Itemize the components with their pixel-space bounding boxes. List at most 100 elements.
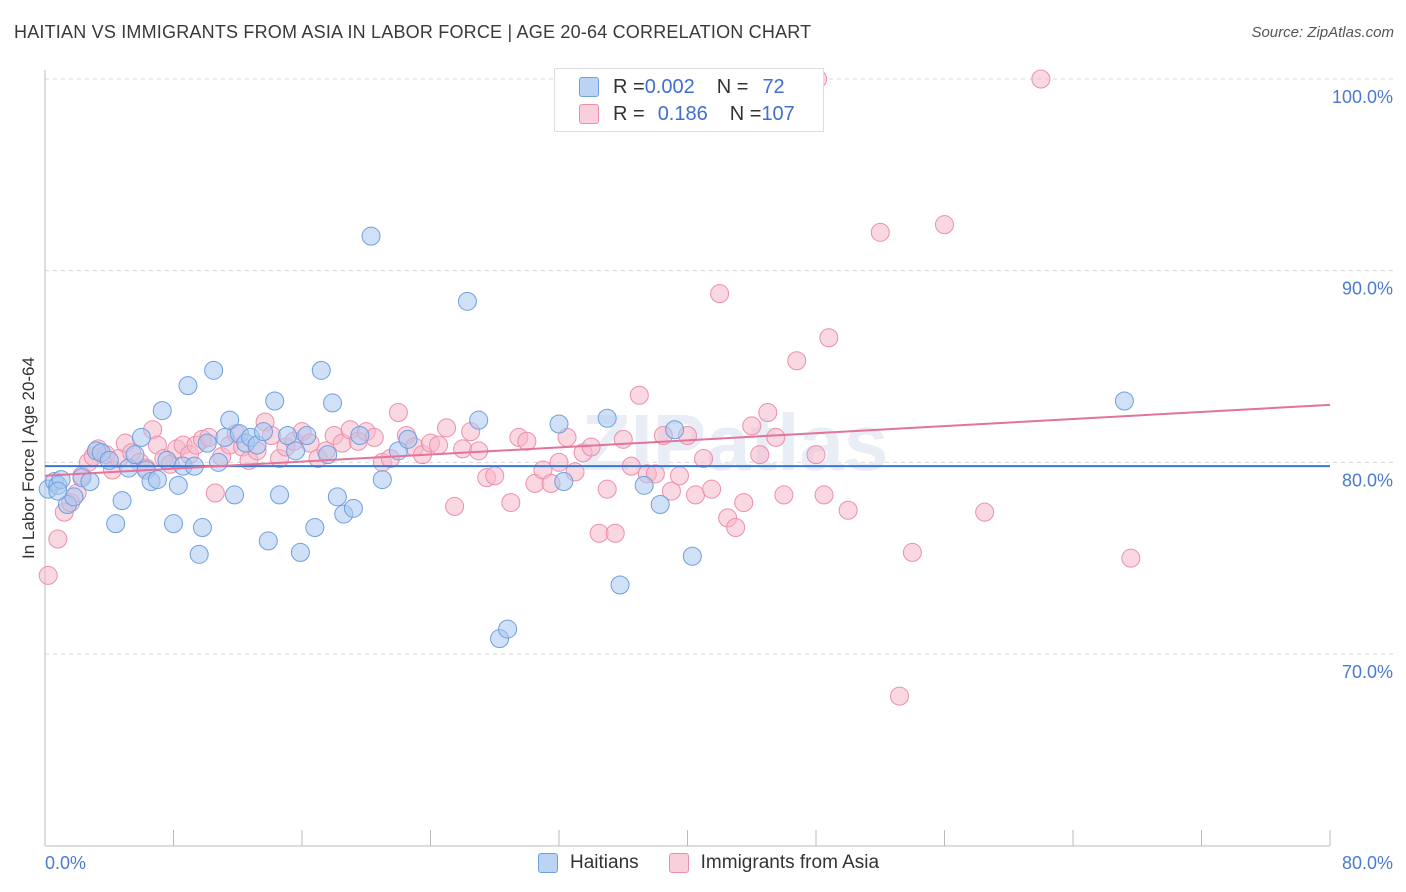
data-point	[902, 542, 922, 562]
data-point	[361, 226, 381, 246]
data-point	[935, 215, 954, 235]
data-point	[265, 391, 285, 411]
trend-lines	[44, 403, 1331, 477]
data-point	[197, 433, 217, 453]
data-point	[445, 496, 465, 516]
data-point	[388, 403, 408, 422]
data-point	[710, 284, 730, 304]
data-point	[311, 360, 331, 380]
data-point	[549, 414, 569, 434]
data-point	[650, 495, 670, 514]
data-point	[517, 431, 537, 451]
series-legend: Haitians Immigrants from Asia	[538, 852, 909, 874]
data-point	[554, 472, 574, 491]
chart-title: HAITIAN VS IMMIGRANTS FROM ASIA IN LABOR…	[14, 22, 812, 42]
data-point	[48, 529, 68, 549]
data-point	[64, 487, 84, 507]
data-point	[437, 418, 457, 438]
axes	[44, 70, 1331, 847]
data-point	[208, 452, 228, 472]
data-point	[890, 686, 910, 706]
data-point	[758, 403, 778, 422]
x-tick-label: 0.0%	[45, 853, 86, 873]
data-point	[112, 491, 132, 511]
data-point	[975, 502, 995, 522]
legend-swatch-haitians	[538, 853, 558, 873]
data-point	[327, 487, 347, 507]
x-tick-labels: 0.0% 80.0%	[45, 853, 1393, 873]
data-point	[766, 427, 786, 447]
data-point	[147, 470, 167, 490]
data-point	[669, 466, 689, 486]
legend-swatch-asia	[668, 853, 689, 873]
n-label: N =	[716, 75, 749, 98]
data-point	[398, 429, 418, 449]
data-point	[457, 291, 477, 311]
data-point	[323, 393, 343, 413]
trend-line	[44, 403, 1331, 477]
r-value: 0.002	[644, 75, 695, 98]
y-tick-labels: 70.0% 80.0% 90.0% 100.0%	[1332, 87, 1393, 682]
data-point	[485, 466, 505, 486]
data-point	[220, 410, 240, 430]
legend-swatch-asia	[579, 104, 599, 124]
stats-legend: R = 0.002 N = 72 R = 0.186 N = 107	[554, 68, 824, 132]
data-point	[750, 445, 770, 465]
y-tick-label: 80.0%	[1342, 470, 1393, 490]
data-point	[469, 410, 489, 430]
data-point	[819, 328, 839, 348]
data-point	[225, 485, 245, 505]
data-point	[152, 401, 172, 421]
data-point	[686, 485, 706, 505]
legend-label-haitians: Haitians	[570, 852, 639, 873]
data-point	[168, 475, 188, 495]
data-point	[581, 437, 601, 457]
r-label: R =	[613, 75, 645, 98]
y-tick-label: 70.0%	[1342, 662, 1393, 682]
data-point	[613, 429, 633, 449]
x-tick-label: 80.0%	[1342, 853, 1393, 873]
legend-item-asia: Immigrants from Asia	[668, 852, 879, 874]
data-point	[297, 426, 317, 445]
data-point	[453, 439, 473, 459]
data-point	[629, 385, 649, 405]
data-point	[1114, 391, 1134, 411]
stats-row-haitians: R = 0.002 N = 72	[579, 75, 785, 99]
data-points	[38, 69, 1141, 706]
data-point	[192, 518, 212, 537]
r-value: 0.186	[657, 102, 708, 125]
data-point	[48, 481, 68, 501]
data-point	[429, 435, 449, 455]
data-point	[726, 518, 746, 537]
data-point	[870, 222, 890, 242]
data-point	[742, 416, 762, 436]
data-point	[178, 376, 198, 396]
data-point	[645, 464, 665, 484]
data-point	[80, 472, 100, 491]
data-point	[125, 445, 145, 465]
data-point	[682, 546, 702, 566]
data-point	[498, 619, 518, 639]
data-point	[270, 485, 290, 505]
legend-item-haitians: Haitians	[538, 852, 639, 874]
data-point	[549, 452, 569, 472]
n-value: 107	[761, 102, 795, 125]
data-point	[253, 422, 273, 442]
data-point	[597, 408, 617, 428]
data-point	[589, 523, 609, 543]
data-point	[38, 565, 58, 585]
data-point	[814, 485, 834, 505]
data-point	[278, 426, 298, 445]
legend-swatch-haitians	[579, 77, 599, 97]
source-label: Source: ZipAtlas.com	[1251, 24, 1394, 41]
data-point	[806, 445, 826, 465]
data-point	[734, 493, 754, 513]
data-point	[305, 518, 325, 537]
data-point	[343, 498, 363, 518]
data-point	[164, 514, 183, 534]
n-value: 72	[762, 75, 785, 98]
data-point	[501, 493, 521, 513]
data-point	[350, 426, 370, 445]
data-point	[634, 475, 654, 495]
